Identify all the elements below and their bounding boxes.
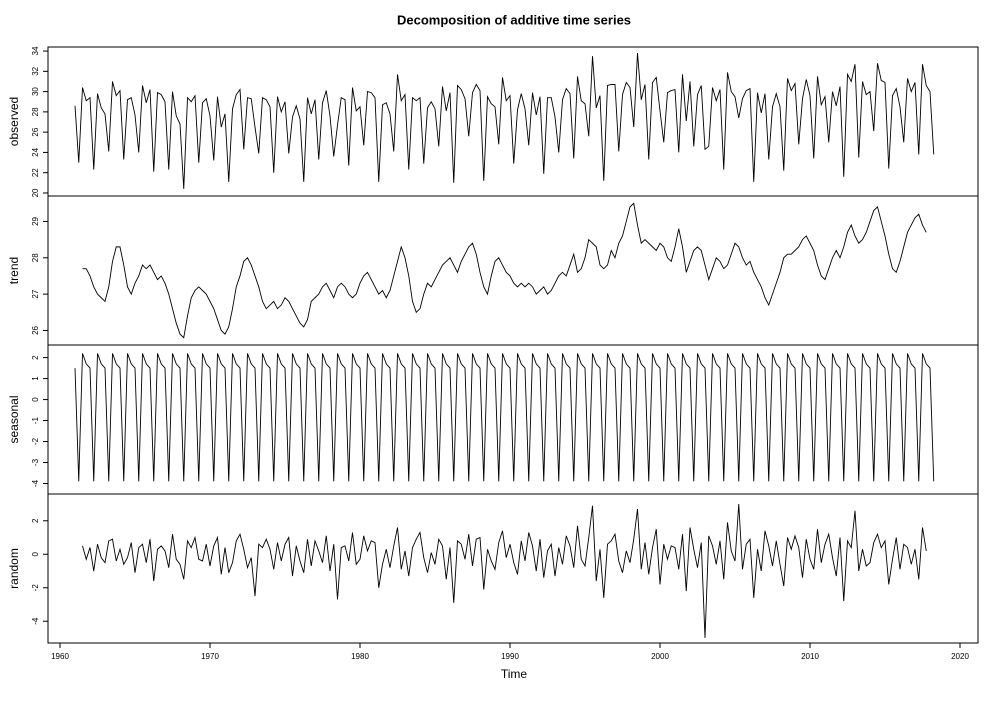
y-axis-label: random [7,548,21,589]
panel-frame [47,493,979,644]
chart-title: Decomposition of additive time series [397,12,631,27]
series-line [82,202,927,339]
y-tick-label: -3 [31,458,40,466]
y-tick-label: 0 [31,397,40,402]
y-tick-label: -4 [31,479,40,487]
y-tick-label: 24 [31,147,40,156]
x-axis-label: Time [501,667,528,681]
y-tick-label: 34 [31,46,40,55]
y-tick-label: 1 [31,376,40,381]
x-tick-label: 1970 [201,652,219,661]
y-tick-label: -2 [31,584,40,592]
x-tick-label: 1960 [51,652,69,661]
series-line [74,353,935,482]
y-tick-label: 22 [31,168,40,177]
y-tick-label: 28 [31,253,40,262]
y-tick-label: -1 [31,416,40,424]
y-tick-label: 28 [31,107,40,116]
y-tick-label: 26 [31,325,40,334]
y-tick-label: 29 [31,216,40,225]
y-tick-label: 32 [31,66,40,75]
y-tick-label: -2 [31,437,40,445]
x-tick-label: 1980 [351,652,369,661]
y-tick-label: 2 [31,518,40,523]
series-line [82,504,927,638]
panel-frame [47,195,979,346]
y-tick-label: 2 [31,355,40,360]
x-tick-label: 2010 [801,652,819,661]
y-axis-label: seasonal [7,395,21,443]
y-tick-label: 0 [31,551,40,556]
y-axis-label: observed [7,97,21,146]
y-tick-label: 27 [31,289,40,298]
y-tick-label: 20 [31,188,40,197]
x-tick-label: 2020 [951,652,969,661]
y-tick-label: 30 [31,87,40,96]
y-tick-label: -4 [31,617,40,625]
x-tick-label: 1990 [501,652,519,661]
series-line [74,53,935,189]
x-tick-label: 2000 [651,652,669,661]
y-axis-label: trend [7,257,21,284]
y-tick-label: 26 [31,127,40,136]
panel-frame [47,46,979,197]
